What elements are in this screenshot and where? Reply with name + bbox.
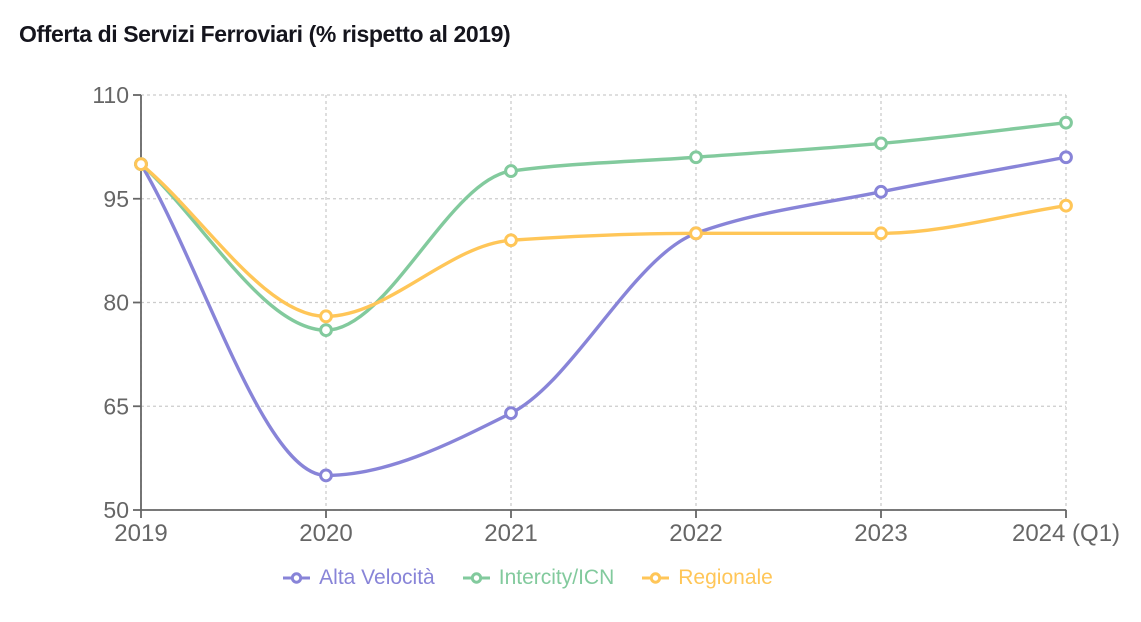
series-line-regionale — [139, 162, 1068, 319]
data-point-regionale-2022 — [689, 226, 703, 241]
series-line-alta-velocit — [139, 155, 1068, 478]
chart-title: Offerta di Servizi Ferroviari (% rispett… — [19, 21, 511, 47]
y-axis-tick-label: 95 — [103, 186, 129, 212]
y-axis-tick-label: 110 — [92, 82, 129, 108]
series-regionale — [134, 157, 1073, 324]
y-axis-tick-label: 65 — [103, 393, 129, 419]
data-point-regionale-2021 — [504, 233, 518, 248]
data-point-intercity-icn-2024-q1 — [1059, 115, 1073, 130]
line-series-icon — [283, 572, 311, 584]
legend-item-intercity-icn[interactable]: Intercity/ICN — [462, 566, 615, 590]
x-axis-tick-label: 2019 — [114, 520, 167, 547]
data-point-intercity-icn-2021 — [504, 164, 518, 178]
data-point-intercity-icn-2023 — [874, 136, 888, 151]
data-point-regionale-2020 — [319, 309, 333, 324]
data-point-regionale-2023 — [874, 226, 888, 241]
line-series-icon — [642, 572, 670, 584]
x-axis-tick-label: 2020 — [299, 520, 352, 547]
x-axis-tick-label: 2021 — [484, 520, 537, 547]
x-axis-tick-label: 2022 — [669, 520, 722, 547]
line-series-icon — [462, 572, 490, 584]
data-point-intercity-icn-2020 — [319, 323, 333, 338]
x-axis-tick-label: 2023 — [854, 520, 907, 547]
data-point-alta-velocit-2024-q1 — [1059, 150, 1073, 165]
y-axis-tick-label: 80 — [103, 290, 129, 316]
legend-item-label: Intercity/ICN — [498, 566, 615, 589]
data-point-regionale-2024-q1 — [1059, 198, 1073, 213]
axes: 50 65 80 95 110 2019 2020 2021 2022 2023 2024 (Q1) — [92, 82, 1120, 547]
legend-item-regionale[interactable]: Regionale — [642, 566, 773, 590]
legend-item-alta-velocit[interactable]: Alta Velocità — [283, 566, 435, 590]
legend-item-label: Regionale — [678, 566, 773, 589]
x-axis-tick-label: 2024 (Q1) — [1012, 520, 1120, 547]
grid — [140, 94, 1067, 511]
y-axis-tick-label: 50 — [103, 497, 129, 523]
data-point-alta-velocit-2020 — [319, 468, 333, 483]
series-line-intercity-icn — [139, 120, 1068, 332]
data-point-alta-velocit-2023 — [874, 184, 888, 199]
data-point-alta-velocit-2021 — [504, 406, 518, 421]
legend-item-label: Alta Velocità — [319, 566, 435, 589]
data-point-regionale-2019 — [134, 157, 148, 172]
series-alta-velocit — [134, 150, 1073, 483]
line-chart: 50 65 80 95 110 2019 2020 2021 2022 2023 2024 (Q1) — [92, 82, 1120, 547]
chart-legend: Alta Velocità Intercity/ICN Regionale — [0, 562, 1056, 594]
data-point-intercity-icn-2022 — [689, 150, 703, 165]
